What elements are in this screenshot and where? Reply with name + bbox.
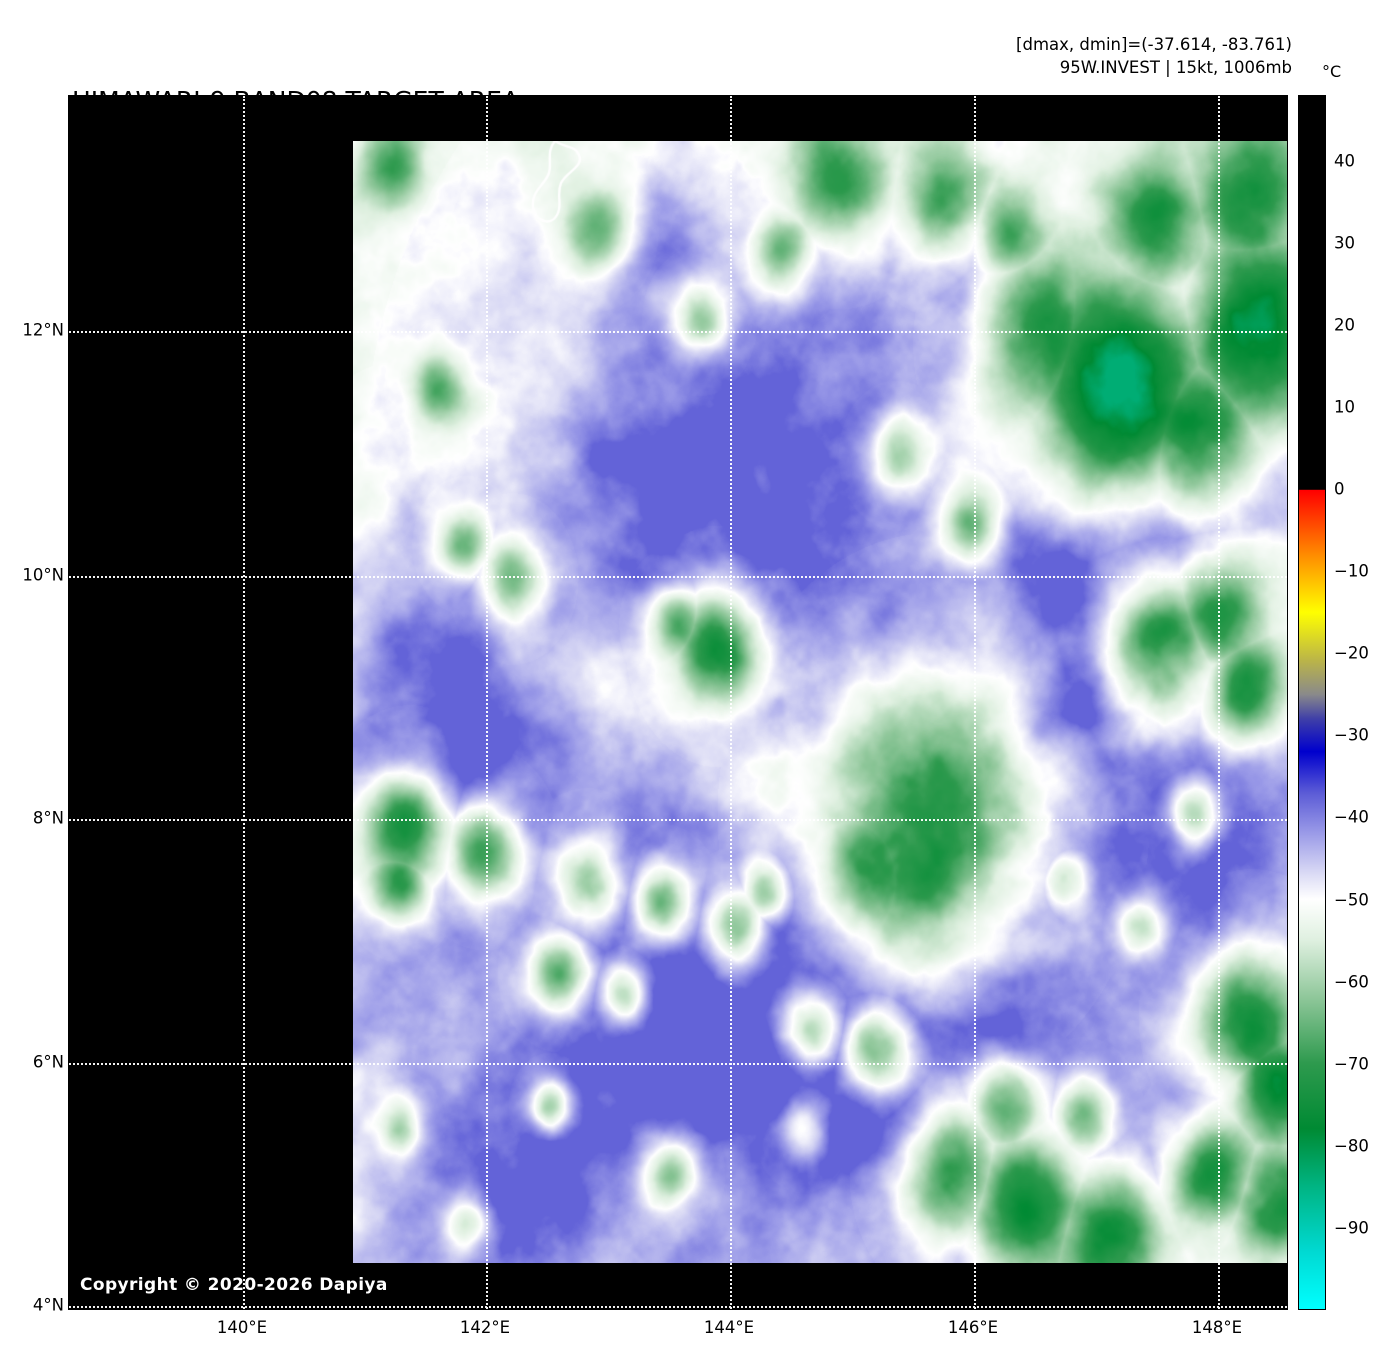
gridline-longitude [974, 96, 976, 1309]
y-axis-tick-label: 8°N [32, 808, 64, 828]
satellite-imagery-raster [353, 141, 1287, 1263]
colorbar-tick-label: −30 [1334, 725, 1369, 745]
colorbar-unit-label: °C [1322, 62, 1342, 81]
gridline-longitude [486, 96, 488, 1309]
y-axis-tick-label: 6°N [32, 1052, 64, 1072]
metadata-block: [dmax, dmin]=(-37.614, -83.761) 95W.INVE… [1016, 33, 1292, 80]
colorbar-tick-label: 20 [1334, 315, 1355, 335]
colorbar-tick-label: 10 [1334, 397, 1355, 417]
gridline-latitude [69, 819, 1287, 821]
y-axis-tick-label: 10°N [22, 565, 64, 585]
x-axis-tick-label: 148°E [1191, 1318, 1243, 1337]
gridline-latitude [69, 1306, 1287, 1308]
colorbar-tick-label: −40 [1334, 807, 1369, 827]
colorbar-tick-label: −80 [1334, 1136, 1369, 1156]
colorbar-tick-label: −60 [1334, 972, 1369, 992]
x-axis-tick-label: 140°E [216, 1318, 268, 1337]
satellite-plot[interactable] [68, 95, 1288, 1310]
gridline-latitude [69, 1063, 1287, 1065]
colorbar-tick-label: −10 [1334, 561, 1369, 581]
dminmax-text: [dmax, dmin]=(-37.614, -83.761) [1016, 35, 1292, 54]
storm-info-text: 95W.INVEST | 15kt, 1006mb [1059, 58, 1292, 78]
x-axis-tick-label: 146°E [947, 1318, 999, 1337]
ir-brightness-temperature-canvas [353, 141, 1287, 1263]
colorbar-tick-label: 0 [1334, 479, 1345, 499]
gridline-latitude [69, 576, 1287, 578]
gridline-longitude [730, 96, 732, 1309]
gridline-longitude [243, 96, 245, 1309]
copyright-text: Copyright © 2020-2026 Dapiya [80, 1275, 388, 1295]
colorbar-tick-label: 40 [1334, 151, 1355, 171]
colorbar-tick-label: −20 [1334, 643, 1369, 663]
colorbar-tick-label: 30 [1334, 233, 1355, 253]
y-axis-tick-label: 12°N [22, 320, 64, 340]
colorbar-tick-label: −50 [1334, 890, 1369, 910]
y-axis-tick-label: 4°N [32, 1295, 64, 1315]
x-axis-tick-label: 142°E [459, 1318, 511, 1337]
colorbar[interactable] [1298, 95, 1326, 1310]
gridline-latitude [69, 331, 1287, 333]
colorbar-tick-label: −70 [1334, 1054, 1369, 1074]
colorbar-gradient [1299, 96, 1325, 1309]
colorbar-tick-label: −90 [1334, 1218, 1369, 1238]
gridline-longitude [1218, 96, 1220, 1309]
x-axis-tick-label: 144°E [703, 1318, 755, 1337]
